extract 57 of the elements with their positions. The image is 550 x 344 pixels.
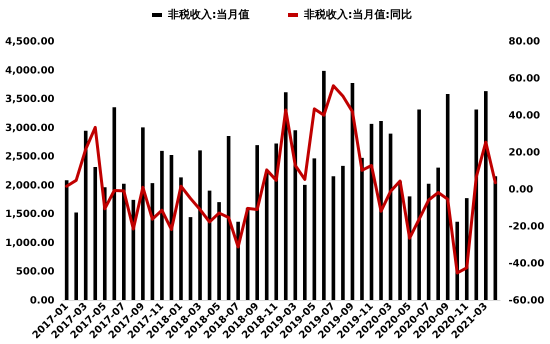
bar (426, 184, 430, 300)
bar (494, 176, 498, 300)
bar (217, 202, 221, 300)
y-tick-label: 2,500.00 (5, 152, 55, 163)
bar (141, 127, 145, 300)
bar (74, 212, 78, 300)
legend-label: 非税收入:当月值:同比 (303, 8, 412, 21)
bar (179, 177, 183, 300)
y-tick-label: 4,500.00 (5, 36, 55, 48)
y-tick-label: 4,000.00 (5, 65, 55, 76)
legend-label: 非税收入:当月值 (167, 8, 250, 21)
y2-tick-label: -40.00 (508, 258, 544, 270)
bar (293, 130, 298, 300)
y2-tick-label: -60.00 (508, 296, 544, 306)
bar (417, 109, 421, 300)
bar (312, 158, 316, 300)
bar (255, 145, 259, 300)
bar (388, 134, 392, 300)
bar (112, 107, 116, 300)
bar (246, 208, 250, 300)
bar (436, 168, 440, 300)
y-tick-label: 2,000.00 (5, 180, 55, 192)
bar (370, 124, 374, 300)
bar (188, 217, 192, 300)
y2-tick-label: 80.00 (508, 36, 540, 48)
y-tick-label: 0.00 (30, 296, 55, 306)
bar (350, 83, 354, 300)
y2-tick-label: 20.00 (508, 148, 540, 158)
y-tick-label: 3,000.00 (5, 122, 55, 134)
y2-tick-label: 60.00 (508, 74, 540, 84)
bar (160, 150, 164, 300)
bar (484, 91, 488, 300)
y-tick-label: 3,500.00 (5, 94, 55, 106)
bar (264, 172, 269, 300)
y2-tick-label: 0.00 (508, 184, 534, 196)
bar (341, 166, 345, 300)
bar (379, 121, 383, 300)
bar (84, 130, 88, 300)
bar (93, 167, 98, 300)
bar (322, 70, 326, 300)
bar (360, 158, 364, 300)
y2-tick-label: 40.00 (508, 110, 540, 122)
y-tick-label: 1,000.00 (5, 238, 55, 249)
bar (150, 183, 154, 300)
bar (332, 176, 336, 300)
line-series (65, 84, 497, 274)
bar (303, 184, 307, 300)
bar (64, 180, 68, 300)
y2-tick-label: -20.00 (508, 222, 544, 232)
bar (170, 154, 174, 300)
bar (446, 94, 450, 300)
bar (122, 184, 126, 300)
bar (226, 136, 230, 300)
bar (198, 150, 202, 300)
bar (208, 190, 212, 300)
y-tick-label: 1,500.00 (5, 209, 55, 220)
y-tick-label: 500.00 (16, 266, 55, 278)
